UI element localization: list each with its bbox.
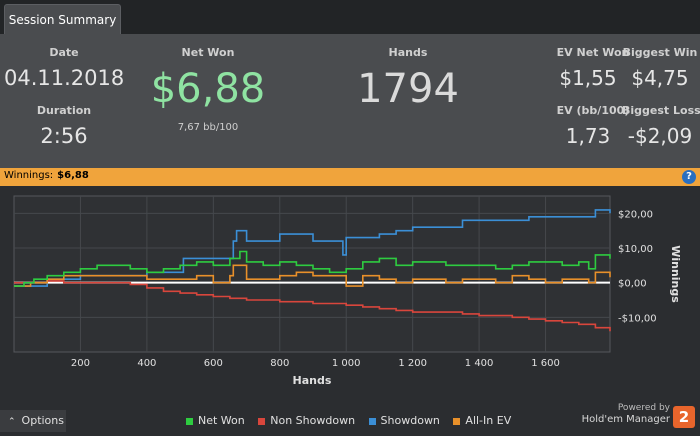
ev-net-won-label: EV Net Won <box>556 46 630 59</box>
y-tick-label: $20,00 <box>618 209 653 220</box>
x-axis-label: Hands <box>293 374 332 387</box>
winnings-text: Winnings: $6,88 <box>4 170 89 181</box>
net-won-label: Net Won <box>181 46 235 59</box>
chart-legend: Net Won Non Showdown Showdown All-In EV <box>186 414 521 427</box>
legend-showdown[interactable]: Showdown <box>368 414 440 427</box>
hm2-logo-icon: 2 <box>673 406 695 428</box>
winnings-label: Winnings: <box>4 170 54 181</box>
branding: Powered by Hold'em Manager <box>582 403 670 425</box>
plot-area <box>13 195 611 353</box>
winnings-value: $6,88 <box>57 170 89 181</box>
options-button[interactable]: ⌃ Options <box>0 410 66 432</box>
help-icon[interactable]: ? <box>682 170 696 184</box>
biggest-win-value: $4,75 <box>631 66 689 90</box>
series-line-net-won <box>14 250 611 287</box>
net-won-value: $6,88 <box>150 66 266 112</box>
legend-showdown-label: Showdown <box>380 414 440 427</box>
legend-non-showdown-label: Non Showdown <box>270 414 356 427</box>
ev-bb100-value: 1,73 <box>565 124 611 148</box>
options-label: Options <box>21 414 64 427</box>
product-name: Hold'em Manager <box>581 414 670 425</box>
duration-value: 2:56 <box>40 124 88 148</box>
bb100-value: 7,67 bb/100 <box>177 122 239 133</box>
hands-label: Hands <box>388 46 428 59</box>
winnings-bar: Winnings: $6,88 ? <box>0 168 700 186</box>
legend-net-won-swatch <box>186 417 193 425</box>
x-tick-label: 1 200 <box>398 358 427 369</box>
series-line-showdown <box>14 209 611 287</box>
x-tick-label: 600 <box>204 358 223 369</box>
legend-net-won[interactable]: Net Won <box>186 414 245 427</box>
x-tick-label: 1 400 <box>465 358 494 369</box>
powered-by-text: Powered by <box>617 403 670 413</box>
x-tick-label: 800 <box>270 358 289 369</box>
x-tick-label: 200 <box>71 358 90 369</box>
biggest-win-label: Biggest Win <box>622 46 698 59</box>
summary-panel: Date 04.11.2018 Duration 2:56 Net Won $6… <box>0 34 700 168</box>
series-line-non-showdown <box>14 280 611 332</box>
caret-up-icon: ⌃ <box>8 417 16 427</box>
hands-value: 1794 <box>357 66 459 112</box>
x-tick-label: 1 000 <box>332 358 361 369</box>
date-label: Date <box>49 46 79 59</box>
legend-allin-ev-swatch <box>453 417 461 425</box>
date-value: 04.11.2018 <box>4 66 125 90</box>
y-tick-label: $0,00 <box>618 279 647 290</box>
x-tick-label: 400 <box>137 358 156 369</box>
legend-non-showdown-swatch <box>258 417 266 425</box>
y-axis-label: Winnings <box>669 245 682 303</box>
tab-bar: Session Summary <box>0 0 700 34</box>
legend-net-won-label: Net Won <box>198 414 245 427</box>
series-line-all-in-ev <box>14 264 611 287</box>
ev-bb100-label: EV (bb/100) <box>556 104 630 117</box>
legend-showdown-swatch <box>368 417 376 425</box>
x-tick-label: 1 600 <box>531 358 560 369</box>
chart-svg: 200 400 600 800 1 000 1 200 1 400 1 600 $20,00 $1… <box>13 195 682 387</box>
y-tick-label: -$10,00 <box>618 313 657 324</box>
winnings-chart: 200 400 600 800 1 000 1 200 1 400 1 600 $20,00 $1… <box>0 186 700 432</box>
y-tick-label: $10,00 <box>618 244 653 255</box>
biggest-loss-value: -$2,09 <box>627 124 693 148</box>
legend-allin-ev[interactable]: All-In EV <box>453 414 511 427</box>
tab-session-summary[interactable]: Session Summary <box>4 4 121 34</box>
duration-label: Duration <box>36 104 92 117</box>
legend-non-showdown[interactable]: Non Showdown <box>258 414 355 427</box>
legend-allin-ev-label: All-In EV <box>465 414 512 427</box>
biggest-loss-label: Biggest Loss <box>622 104 700 117</box>
ev-net-won-value: $1,55 <box>559 66 617 90</box>
